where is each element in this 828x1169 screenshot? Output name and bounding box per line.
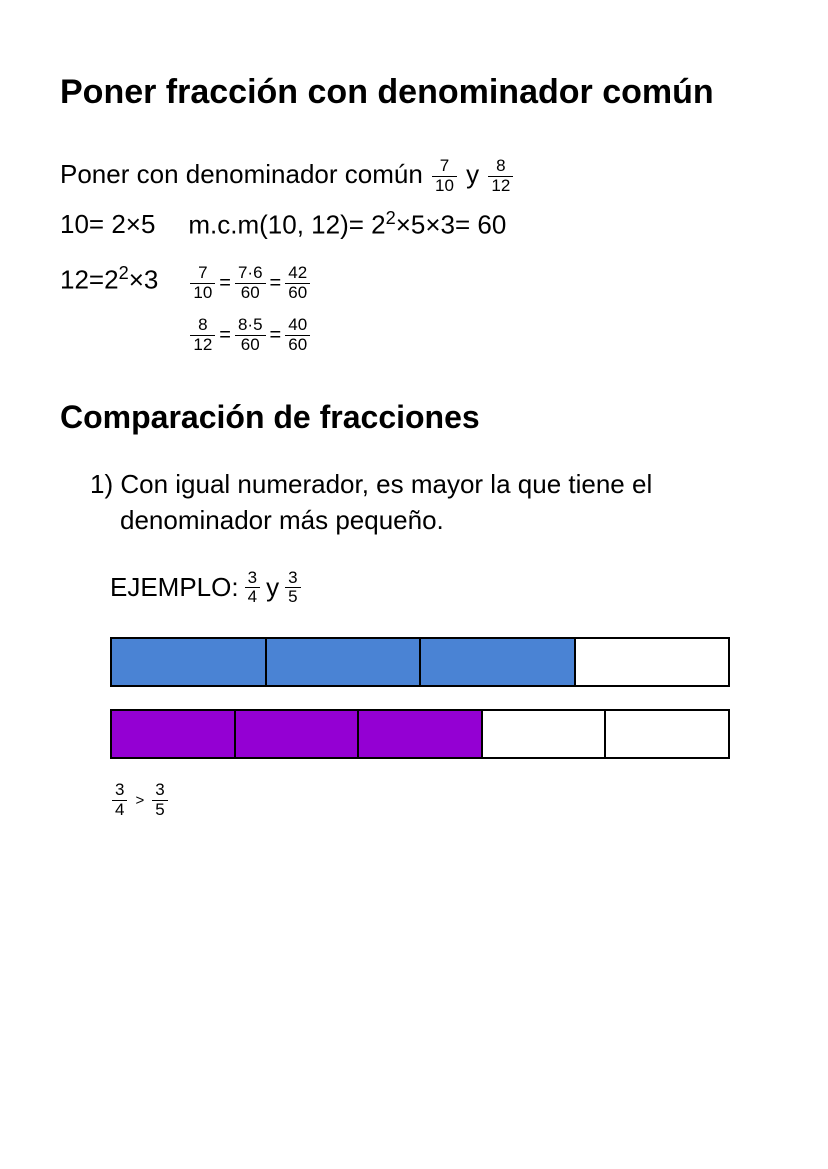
bar-segment (267, 639, 422, 685)
bar-segment (421, 639, 576, 685)
result-op: > (135, 792, 144, 809)
frac-den: 60 (235, 335, 266, 355)
frac-den: 60 (285, 335, 310, 355)
intro-line: Poner con denominador común 7 10 y 8 12 (60, 154, 768, 196)
eq2-f2: 8·5 60 (235, 316, 266, 354)
bar-segment (359, 711, 483, 757)
frac-num: 7 (432, 157, 457, 176)
intro-conj: y (466, 159, 486, 189)
intro-frac-b: 8 12 (488, 157, 513, 195)
eq2-f1: 8 12 (190, 316, 215, 354)
frac-den: 10 (432, 176, 457, 196)
section2-title: Comparación de fracciones (60, 399, 768, 436)
bar-segment (576, 639, 729, 685)
exponent: 2 (119, 263, 129, 283)
ex-frac-a: 3 4 (245, 569, 260, 607)
frac-num: 3 (245, 569, 260, 588)
frac-num: 42 (285, 264, 310, 283)
ex-frac-b: 3 5 (285, 569, 300, 607)
section1-title: Poner fracción con denominador común (60, 70, 768, 114)
text: ×5×3= 60 (396, 209, 507, 239)
mcm-line: m.c.m(10, 12)= 22×5×3= 60 (188, 204, 506, 246)
factor-col: 10= 2×5 12=22×3 (60, 204, 158, 310)
text: m.c.m(10, 12)= 2 (188, 209, 385, 239)
frac-den: 12 (488, 176, 513, 196)
bar-segment (606, 711, 728, 757)
item-text: Con igual numerador, es mayor la que tie… (120, 469, 652, 535)
example-line: EJEMPLO: 3 4 y 3 5 (110, 569, 768, 607)
frac-den: 5 (152, 800, 167, 820)
example-label-text: EJEMPLO: (110, 572, 239, 603)
frac-den: 60 (235, 283, 266, 303)
frac-den: 12 (190, 335, 215, 355)
work-row: 10= 2×5 12=22×3 m.c.m(10, 12)= 22×5×3= 6… (60, 204, 768, 359)
frac-num: 8 (488, 157, 513, 176)
frac-den: 60 (285, 283, 310, 303)
equals: = (219, 272, 231, 295)
eq1-f3: 42 60 (285, 264, 310, 302)
bar-segment (112, 639, 267, 685)
fraction-bar-2 (110, 709, 730, 759)
frac-num: 3 (285, 569, 300, 588)
result-left: 3 4 (112, 781, 127, 819)
text: ×3 (129, 265, 159, 295)
frac-num: 7·6 (235, 264, 266, 283)
bar-segment (112, 711, 236, 757)
equation-1: 7 10 = 7·6 60 = 42 60 (188, 264, 506, 302)
frac-num: 8·5 (235, 316, 266, 335)
frac-num: 3 (152, 781, 167, 800)
intro-prefix: Poner con denominador común (60, 159, 430, 189)
equals: = (270, 324, 282, 347)
frac-num: 8 (190, 316, 215, 335)
mcm-col: m.c.m(10, 12)= 22×5×3= 60 7 10 = 7·6 60 … (188, 204, 506, 359)
exponent: 2 (386, 208, 396, 228)
ex-conj: y (266, 572, 279, 603)
frac-den: 4 (245, 587, 260, 607)
item-number: 1) (90, 469, 120, 499)
eq1-f2: 7·6 60 (235, 264, 266, 302)
text: 12=2 (60, 265, 119, 295)
factor-10: 10= 2×5 (60, 204, 158, 246)
bar-segment (236, 711, 360, 757)
frac-num: 3 (112, 781, 127, 800)
rule-1: 1) Con igual numerador, es mayor la que … (90, 466, 768, 539)
eq2-f3: 40 60 (285, 316, 310, 354)
frac-den: 4 (112, 800, 127, 820)
equals: = (219, 324, 231, 347)
bar-segment (483, 711, 607, 757)
eq1-f1: 7 10 (190, 264, 215, 302)
comparison-result: 3 4 > 3 5 (110, 781, 768, 819)
frac-num: 40 (285, 316, 310, 335)
equals: = (270, 272, 282, 295)
fraction-bar-1 (110, 637, 730, 687)
factor-12: 12=22×3 (60, 259, 158, 301)
frac-den: 5 (285, 587, 300, 607)
frac-den: 10 (190, 283, 215, 303)
result-right: 3 5 (152, 781, 167, 819)
intro-frac-a: 7 10 (432, 157, 457, 195)
frac-num: 7 (190, 264, 215, 283)
equation-2: 8 12 = 8·5 60 = 40 60 (188, 316, 506, 354)
